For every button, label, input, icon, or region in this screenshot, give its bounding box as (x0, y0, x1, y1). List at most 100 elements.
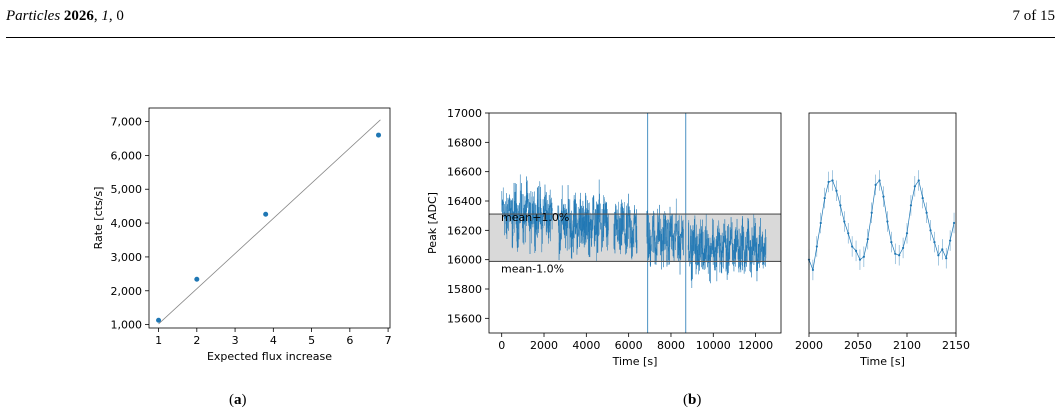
zoom-point-32 (933, 240, 936, 244)
zoom-point-6 (831, 179, 834, 182)
zoom-point-25 (905, 232, 909, 235)
zoom-point-14 (862, 255, 865, 258)
zoom-point-34 (941, 248, 944, 251)
x-tick-label: 2 (193, 334, 200, 347)
zoom-point-7 (835, 189, 838, 192)
journal-year: 2026 (63, 8, 94, 24)
y-tick-label: 16800 (447, 136, 482, 149)
zoom-point-8 (839, 204, 842, 207)
journal-name: Particles (6, 8, 61, 24)
plot-frame-main (488, 112, 782, 334)
x-axis-label: Expected flux increase (207, 350, 332, 363)
zoom-point-13 (858, 258, 862, 261)
y-tick-label: 5,000 (111, 183, 143, 196)
y-tick-label: 16000 (447, 254, 482, 267)
y-tick-label: 6,000 (111, 149, 143, 162)
x-tick-label: 2050 (844, 339, 872, 352)
x-tick-label: 6 (346, 334, 353, 347)
page-number: 7 of 15 (1012, 8, 1056, 24)
zoom-series-line (808, 179, 955, 272)
plot-frame-zoom (808, 112, 957, 334)
zoom-point-28 (917, 179, 920, 182)
x-tick-label: 10000 (696, 339, 731, 352)
y-tick-label: 7,000 (111, 116, 143, 129)
page-header: Particles 2026, 1, 0 7 of 15 (6, 8, 1055, 30)
band-upper-label: mean+1.0% (501, 211, 569, 224)
x-tick-label: 5 (308, 334, 315, 347)
y-tick-label: 15600 (447, 312, 482, 325)
data-point-2 (263, 211, 269, 217)
zoom-point-4 (823, 196, 826, 200)
y-axis-label: Rate [cts/s] (92, 187, 105, 250)
zoom-point-17 (874, 183, 877, 186)
journal-volume: 1 (101, 8, 109, 24)
zoom-point-27 (913, 185, 916, 188)
zoom-point-19 (882, 195, 885, 198)
y-tick-label: 16600 (447, 166, 482, 179)
zoom-point-36 (949, 239, 952, 242)
zoom-point-26 (909, 204, 913, 207)
caption-b-letter: b (688, 392, 697, 408)
data-point-1 (194, 276, 200, 282)
x-tick-label: 8000 (657, 339, 685, 352)
x-tick-label: 2000 (530, 339, 558, 352)
zoom-point-37 (952, 221, 956, 225)
zoom-point-18 (878, 179, 881, 182)
zoom-point-5 (827, 180, 830, 184)
x-tick-label: 0 (498, 339, 505, 352)
caption-b: (b) (683, 392, 702, 408)
x-tick-label: 12000 (738, 339, 773, 352)
fit-line (158, 119, 381, 325)
zoom-point-23 (898, 254, 901, 257)
zoom-point-21 (890, 240, 893, 244)
article-number: 0 (116, 8, 124, 24)
chart-a: 1 2 3 4 5 6 7 1,000 2,000 3,000 4,000 5,000 6,000 7,0… (92, 107, 392, 363)
zoom-point-24 (901, 246, 905, 250)
zoom-point-2 (815, 245, 818, 248)
band-lower-label: mean-1.0% (501, 262, 564, 275)
zoom-point-10 (847, 232, 850, 235)
caption-a: (a) (229, 392, 247, 408)
x-tick-label: 3 (232, 334, 239, 347)
y-tick-label: 16200 (447, 224, 482, 237)
x-tick-label: 7 (385, 334, 392, 347)
zoom-point-1 (811, 268, 815, 272)
y-tick-label: 4,000 (111, 217, 143, 230)
caption-a-letter: a (234, 392, 242, 408)
zoom-point-15 (866, 238, 869, 241)
journal-citation: Particles 2026, 1, 0 (6, 8, 124, 24)
y-tick-label: 3,000 (111, 251, 143, 264)
zoom-point-3 (819, 221, 822, 225)
zoom-point-35 (945, 257, 948, 260)
zoom-point-30 (925, 211, 928, 214)
x-tick-label: 6000 (615, 339, 643, 352)
x-tick-label: 2000 (795, 339, 823, 352)
plot-frame (148, 107, 391, 329)
y-tick-label: 15800 (447, 283, 482, 296)
data-point-3 (376, 132, 382, 138)
zoom-point-31 (929, 229, 932, 232)
x-tick-label: 4000 (572, 339, 600, 352)
x-axis-label-main: Time [s] (612, 355, 658, 368)
x-tick-label: 2100 (893, 339, 921, 352)
x-tick-label: 2150 (942, 339, 970, 352)
zoom-point-20 (886, 220, 889, 223)
x-axis-label-zoom: Time [s] (859, 355, 905, 368)
zoom-point-22 (894, 252, 897, 255)
zoom-point-29 (921, 196, 924, 200)
series-segment-2 (613, 193, 638, 260)
zoom-point-33 (937, 254, 940, 257)
x-tick-label: 4 (270, 334, 277, 347)
y-tick-label: 2,000 (111, 285, 143, 298)
y-tick-label: 16400 (447, 195, 482, 208)
y-tick-label: 17000 (447, 107, 482, 120)
x-tick-label: 1 (155, 334, 162, 347)
chart-b: mean+1.0% mean-1.0% 0 2000 4000 6000 8000 10000… (426, 107, 970, 368)
data-point-0 (156, 317, 162, 323)
zoom-point-9 (843, 220, 846, 223)
series-segment-1 (557, 179, 609, 262)
zoom-point-16 (870, 211, 873, 214)
y-axis-label: Peak [ADC] (426, 192, 439, 254)
series-segment-3 (646, 198, 684, 275)
series-segment-0 (501, 174, 553, 255)
